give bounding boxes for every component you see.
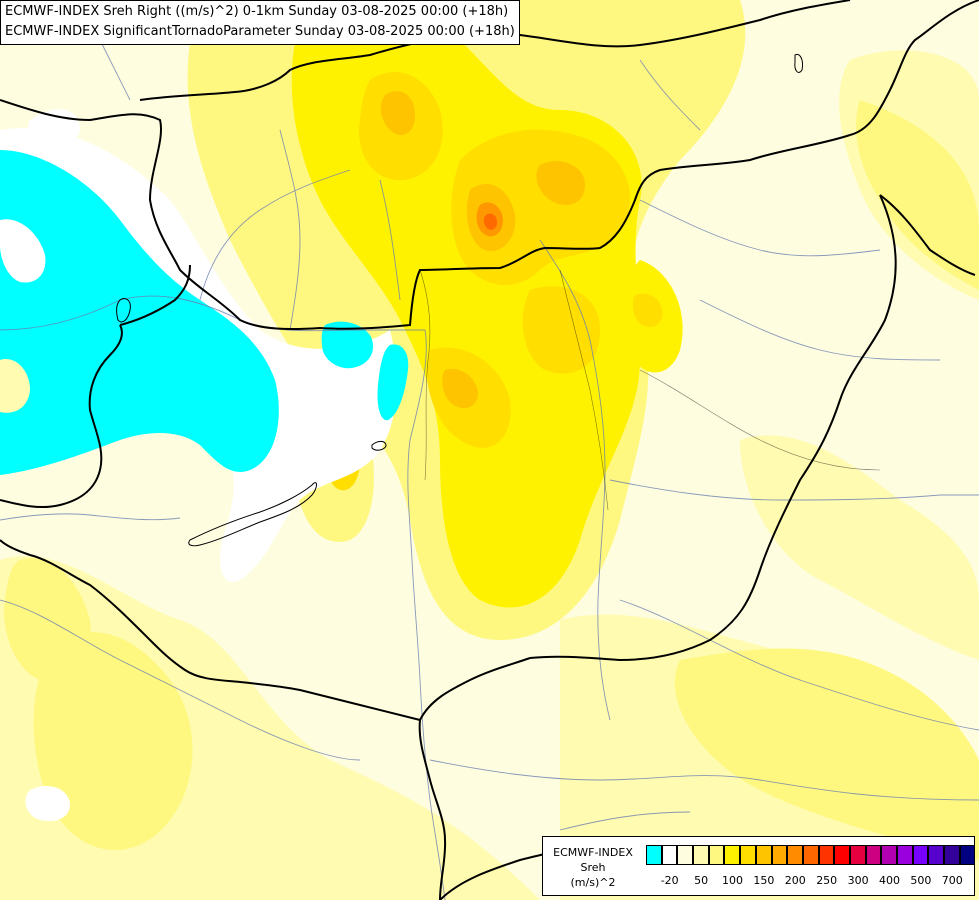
legend-swatch: [897, 845, 913, 865]
legend-tick-label: -20: [660, 874, 679, 887]
legend-tick-label: 150: [753, 874, 775, 887]
lakes: [116, 53, 803, 547]
legend-ticks: -20 50 100 150 200 250 300 400 500 700: [646, 874, 971, 888]
legend-tick-label: 50: [694, 874, 709, 887]
legend-swatch: [818, 845, 835, 865]
legend-swatch: [724, 845, 741, 865]
legend-tick-label: 500: [910, 874, 932, 887]
legend-swatch: [912, 845, 929, 865]
legend-tick-label: 250: [816, 874, 838, 887]
legend-swatch: [881, 845, 897, 865]
legend-swatch: [802, 845, 819, 865]
legend-model: ECMWF-INDEX: [553, 846, 633, 859]
legend-unit: (m/s)^2: [570, 876, 616, 889]
legend-tick-label: 300: [847, 874, 869, 887]
lake-small-1: [371, 440, 387, 451]
white-islands: [0, 219, 46, 283]
legend-tick-label: 400: [879, 874, 900, 887]
legend-swatch: [865, 845, 882, 865]
legend-swatch: [646, 845, 662, 865]
legend-swatch: [677, 845, 694, 865]
title-stp: ECMWF-INDEX SignificantTornadoParameter …: [5, 24, 515, 39]
legend-swatch: [708, 845, 725, 865]
legend-tick-label: 200: [784, 874, 806, 887]
lake-small-3: [794, 53, 803, 73]
lake-small-2: [116, 297, 131, 323]
legend-swatch: [661, 845, 678, 865]
cyan-regions: [0, 150, 409, 475]
lake-balaton: [188, 482, 317, 547]
regional-borders: [419, 269, 881, 511]
cyan-yellow-islands: [0, 359, 30, 413]
legend-swatch: [771, 845, 788, 865]
legend-tick-label: 100: [722, 874, 743, 887]
color-legend: ECMWF-INDEX Sreh (m/s)^2 -20 50 100 150 200 2…: [542, 836, 976, 896]
legend-swatches: [646, 845, 976, 865]
legend-swatch: [944, 845, 960, 865]
legend-swatch: [693, 845, 709, 865]
legend-param: Sreh: [580, 861, 606, 874]
legend-swatch: [834, 845, 850, 865]
map-title-box: ECMWF-INDEX Sreh Right ((m/s)^2) 0-1km S…: [0, 0, 520, 45]
legend-swatch: [849, 845, 866, 865]
legend-swatch: [959, 845, 976, 865]
legend-swatch: [787, 845, 803, 865]
legend-label: ECMWF-INDEX Sreh (m/s)^2: [543, 845, 643, 890]
red-orange-regions: [483, 213, 498, 230]
legend-swatch: [740, 845, 756, 865]
legend-tick-label: 700: [941, 874, 963, 887]
legend-swatch: [928, 845, 945, 865]
legend-swatch: [755, 845, 772, 865]
rivers: [0, 39, 979, 900]
title-sreh: ECMWF-INDEX Sreh Right ((m/s)^2) 0-1km S…: [5, 4, 509, 19]
